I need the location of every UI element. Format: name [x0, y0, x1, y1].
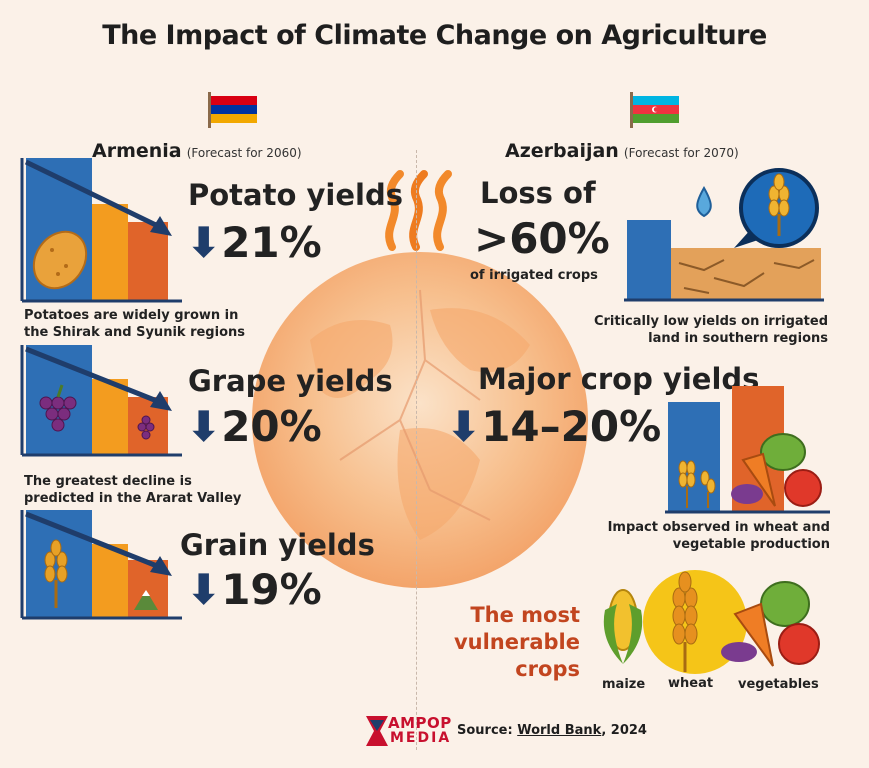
loss-caption-line2: land in southern regions	[648, 331, 828, 346]
logo-line1: AMPOP	[388, 714, 452, 732]
armenia-forecast: (Forecast for 2060)	[186, 146, 302, 160]
potato-change: 21%	[221, 218, 322, 267]
down-arrow-icon: ⬇	[186, 565, 222, 614]
armenia-header: Armenia (Forecast for 2060)	[92, 140, 302, 162]
grape-change: 20%	[221, 402, 322, 451]
page-title: The Impact of Climate Change on Agricult…	[102, 20, 767, 51]
potato-change-row: ⬇21%	[186, 218, 322, 267]
major-change-row: ⬇14–20%	[446, 402, 661, 451]
grain-change-row: ⬇19%	[186, 565, 322, 614]
grain-decline-chart	[20, 510, 182, 620]
source-line: Source: World Bank, 2024	[457, 723, 647, 738]
armenia-flag-icon	[208, 92, 257, 128]
grape-caption: The greatest decline is predicted in the…	[24, 473, 241, 507]
source-year: , 2024	[601, 723, 647, 738]
grape-caption-line1: The greatest decline is	[24, 474, 192, 489]
down-arrow-icon: ⬇	[186, 218, 222, 267]
vulnerable-crops-illustration	[603, 570, 820, 674]
wheat-vegetables-chart	[665, 386, 830, 514]
potato-caption-line2: the Shirak and Syunik regions	[24, 325, 245, 340]
vulnerable-line2: vulnerable	[453, 630, 580, 654]
ampop-logo-mark-icon	[366, 716, 388, 746]
crop-label-maize: maize	[602, 677, 646, 692]
potato-decline-chart	[20, 158, 182, 303]
crop-label-vegetables: vegetables	[738, 677, 819, 692]
potato-caption-line1: Potatoes are widely grown in	[24, 308, 239, 323]
source-prefix: Source:	[457, 723, 513, 738]
major-label: Major crop yields	[478, 362, 760, 396]
source-link[interactable]: World Bank	[517, 723, 602, 738]
grape-caption-line2: predicted in the Ararat Valley	[24, 491, 242, 506]
crop-label-wheat: wheat	[668, 676, 714, 691]
azerbaijan-flag-icon	[630, 92, 679, 128]
grain-change: 19%	[221, 565, 322, 614]
azerbaijan-header: Azerbaijan (Forecast for 2070)	[505, 140, 739, 162]
down-arrow-icon: ⬇	[186, 402, 222, 451]
grain-label: Grain yields	[180, 528, 375, 562]
ampop-logo: AMPOP MEDIA	[366, 714, 456, 748]
potato-label: Potato yields	[188, 178, 403, 212]
dry-land-chart	[624, 168, 824, 302]
logo-line2: MEDIA	[390, 730, 452, 746]
grape-label: Grape yields	[188, 364, 393, 398]
major-caption-line2: vegetable production	[672, 537, 830, 552]
vulnerable-line1: The most	[470, 603, 580, 627]
down-arrow-icon: ⬇	[446, 402, 482, 451]
vulnerable-heading: The most vulnerable crops	[440, 602, 580, 683]
globe-illustration	[252, 252, 588, 588]
grape-change-row: ⬇20%	[186, 402, 322, 451]
azerbaijan-forecast: (Forecast for 2070)	[623, 146, 739, 160]
potato-caption: Potatoes are widely grown in the Shirak …	[24, 307, 245, 341]
loss-caption-line1: Critically low yields on irrigated	[593, 314, 828, 329]
loss-sub: of irrigated crops	[470, 268, 598, 283]
major-value: 14–20%	[481, 402, 662, 451]
loss-label: Loss of	[480, 176, 596, 210]
vulnerable-line3: crops	[515, 657, 580, 681]
azerbaijan-country: Azerbaijan	[505, 140, 619, 162]
grape-decline-chart	[20, 345, 182, 457]
armenia-country: Armenia	[92, 140, 182, 162]
major-caption-line1: Impact observed in wheat and	[607, 520, 830, 535]
center-divider	[416, 150, 417, 750]
major-caption: Impact observed in wheat and vegetable p…	[560, 519, 830, 553]
loss-caption: Critically low yields on irrigated land …	[560, 313, 828, 347]
loss-value: >60%	[474, 214, 610, 263]
